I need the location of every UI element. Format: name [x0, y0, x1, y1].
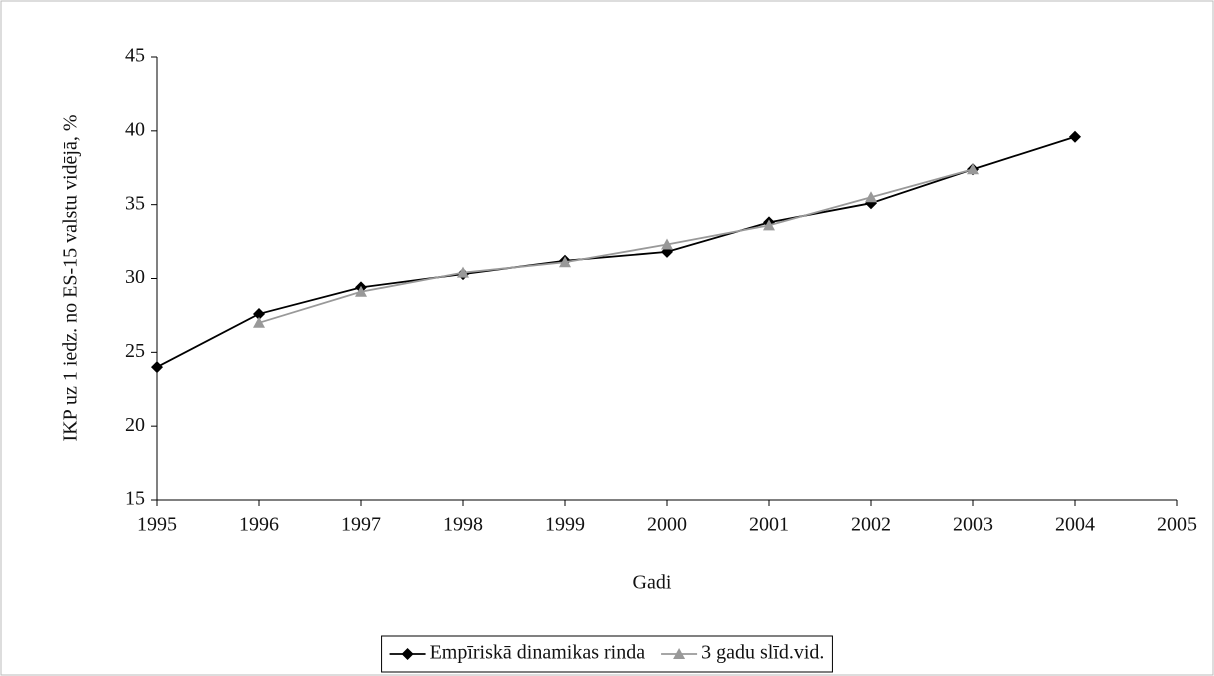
y-tick-label: 40	[125, 118, 145, 140]
y-tick-label: 15	[125, 488, 145, 510]
marker	[401, 648, 414, 660]
y-tick-label: 20	[125, 414, 145, 436]
x-tick-label: 2001	[749, 514, 789, 536]
x-tick-label: 1996	[239, 514, 279, 536]
marker	[355, 285, 367, 297]
x-tick-label: 2005	[1157, 514, 1197, 536]
marker	[559, 256, 571, 268]
legend-item: Empīriskā dinamikas rinda	[389, 642, 646, 664]
x-tick-label: 1999	[545, 514, 585, 536]
y-tick-label: 45	[125, 45, 145, 67]
x-tick-label: 2004	[1055, 514, 1095, 536]
marker	[151, 361, 163, 374]
y-axis-label: IKP uz 1 iedz. no ES-15 valstu vidējā, %	[60, 115, 82, 442]
x-tick-label: 2002	[851, 514, 891, 536]
x-tick-label: 1995	[137, 514, 177, 536]
marker	[457, 266, 469, 278]
y-tick-label: 35	[125, 192, 145, 214]
x-axis-label: Gadi	[633, 572, 672, 594]
legend-label: Empīriskā dinamikas rinda	[430, 642, 646, 664]
legend-box	[381, 635, 833, 673]
x-tick-label: 2003	[953, 514, 993, 536]
marker	[673, 648, 686, 659]
marker	[865, 191, 877, 203]
marker	[1069, 130, 1081, 143]
x-tick-label: 1997	[341, 514, 381, 536]
x-tick-label: 1998	[443, 514, 483, 536]
y-tick-label: 25	[125, 340, 145, 362]
legend-item: 3 gadu slīd.vid.	[661, 642, 824, 664]
marker	[763, 219, 775, 231]
legend-label: 3 gadu slīd.vid.	[701, 642, 824, 664]
marker	[253, 316, 265, 328]
x-tick-label: 2000	[647, 514, 687, 536]
series-line	[156, 135, 1076, 368]
series-line	[258, 168, 974, 324]
y-tick-label: 30	[125, 266, 145, 288]
marker	[661, 238, 673, 250]
marker	[967, 163, 979, 175]
legend: Empīriskā dinamikas rinda 3 gadu slīd.vid…	[381, 635, 833, 673]
marker	[253, 307, 265, 320]
